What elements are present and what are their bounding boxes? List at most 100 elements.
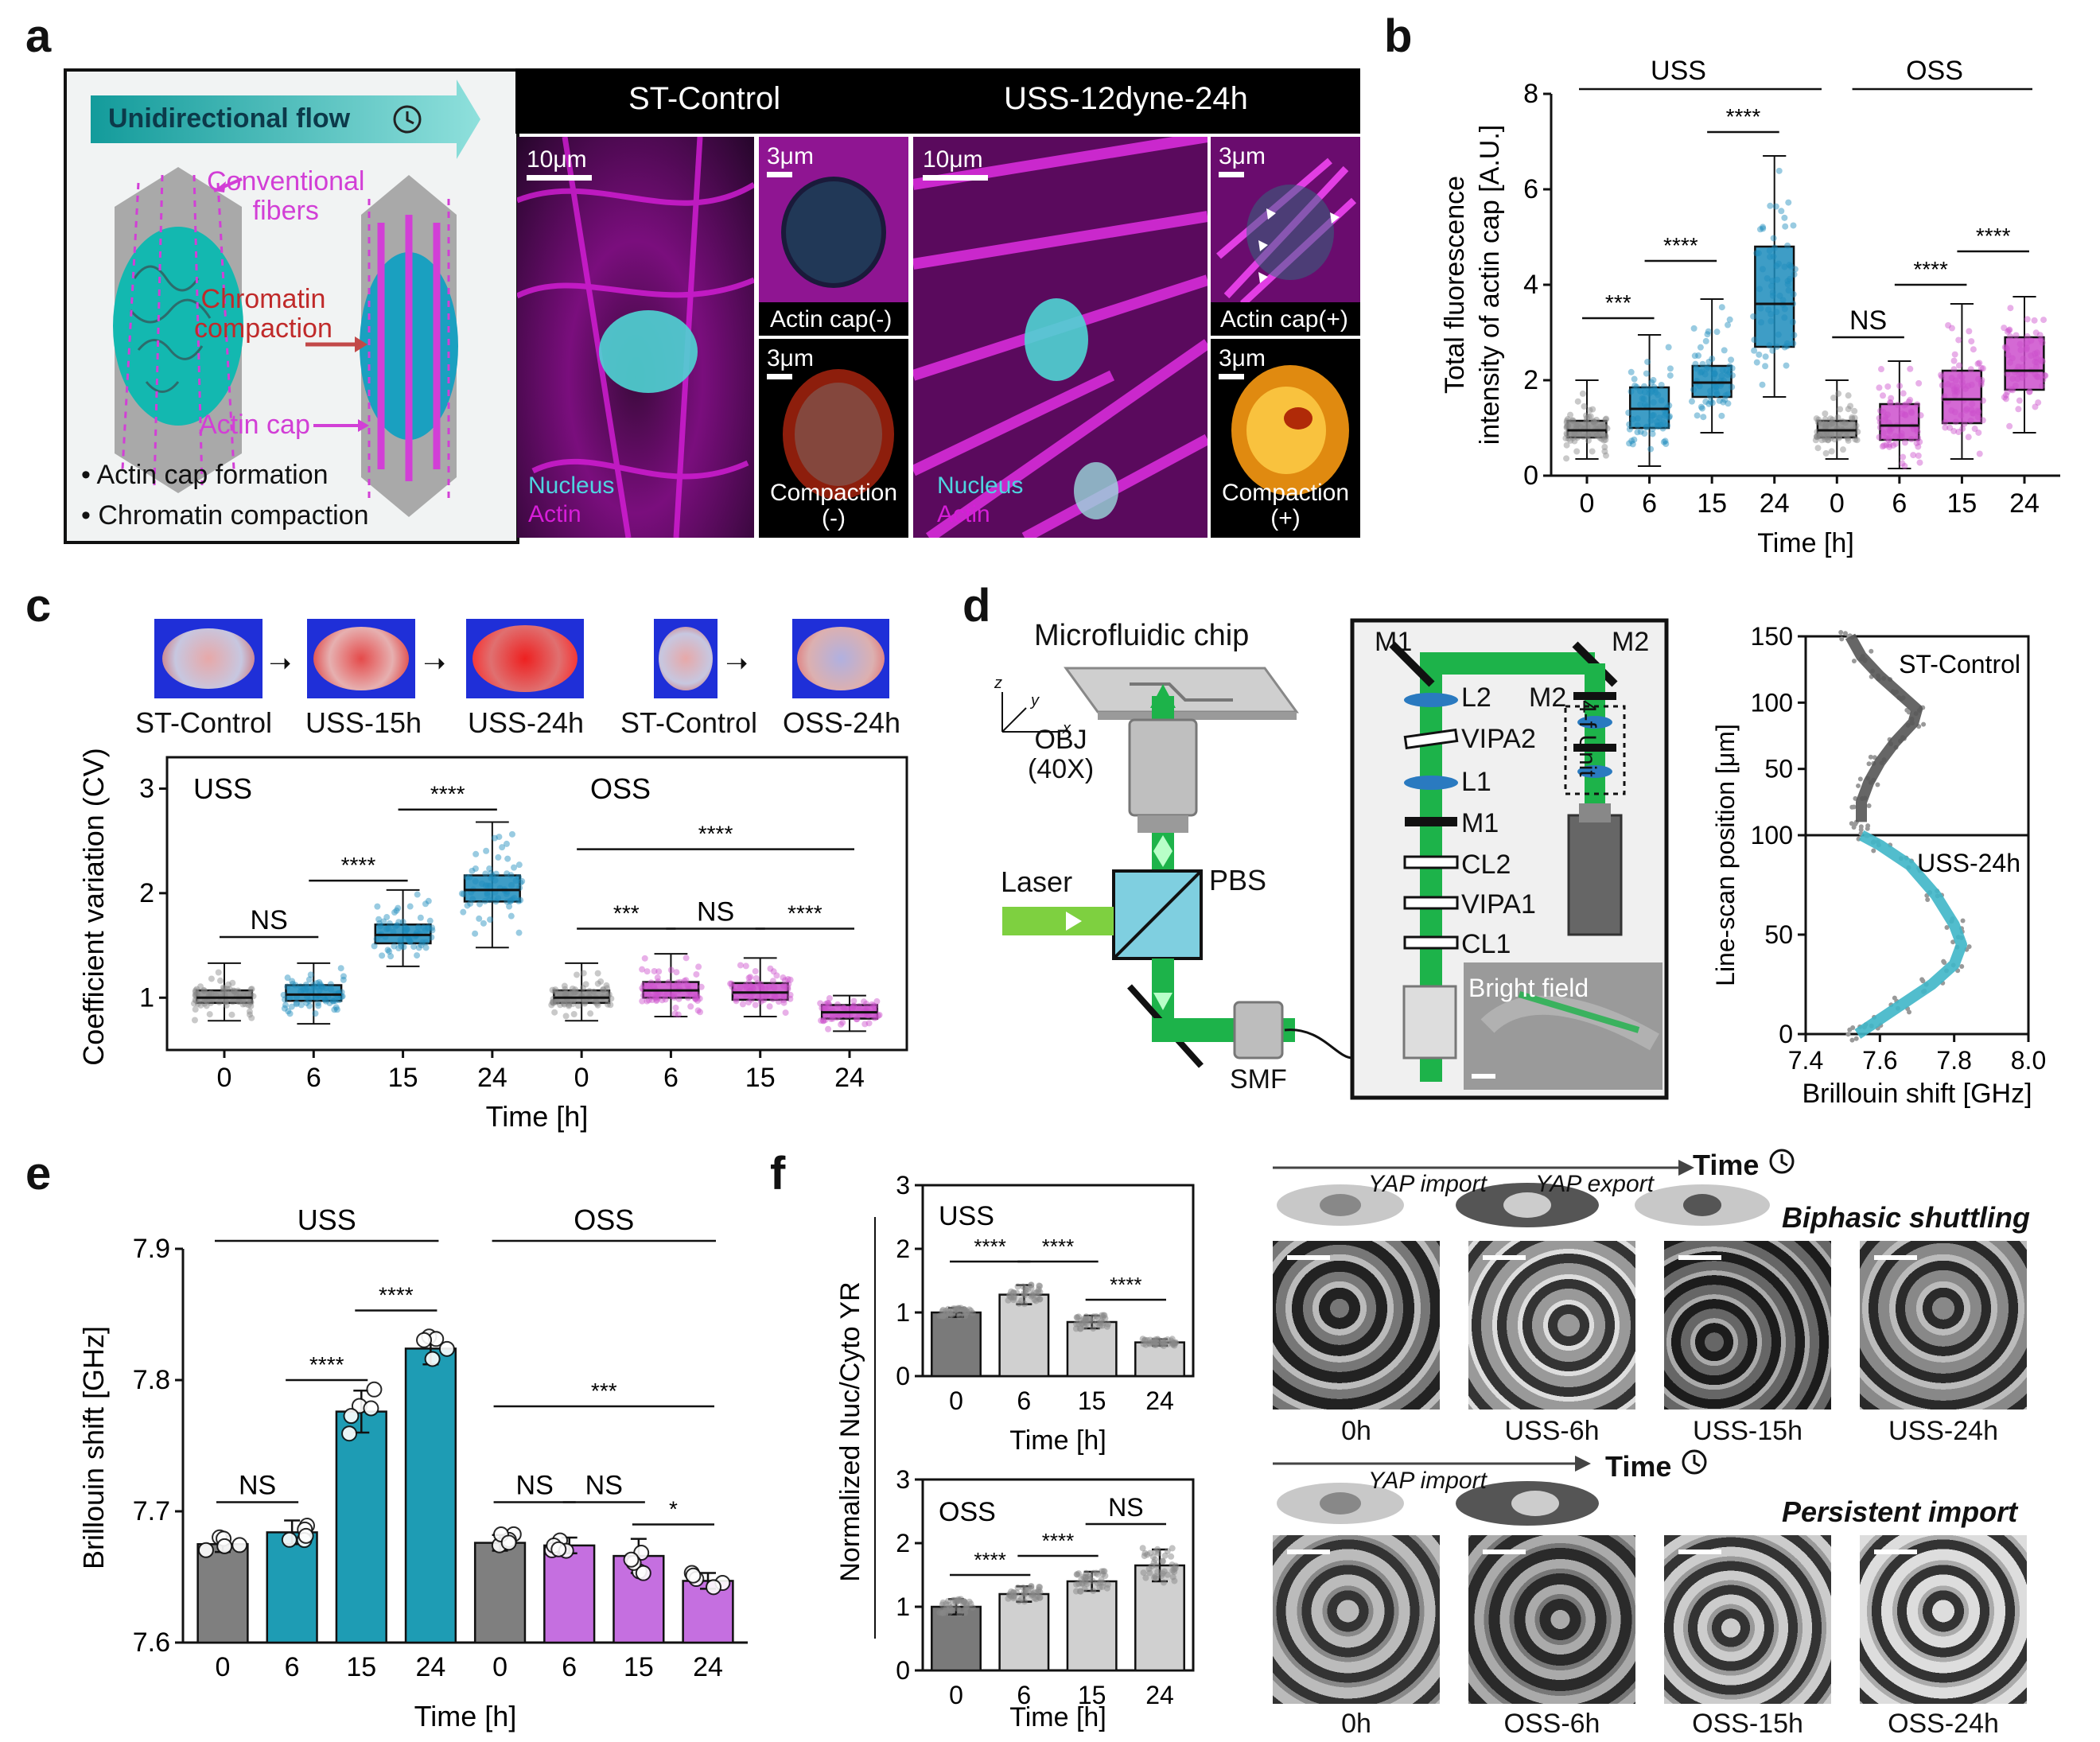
data-point [641, 955, 648, 962]
data-point [508, 912, 515, 920]
data-point [247, 999, 255, 1006]
data-point [1818, 420, 1826, 427]
x-tick-label: 15 [745, 1063, 776, 1093]
data-point [1565, 435, 1572, 442]
data-point [1942, 424, 1949, 431]
significance-label: **** [379, 1283, 414, 1308]
data-point [870, 1002, 877, 1009]
data-point [1938, 371, 1945, 379]
data-point [1646, 386, 1653, 393]
x-tick-label: 24 [1145, 1681, 1174, 1709]
data-point [1839, 446, 1846, 453]
data-point [762, 986, 769, 993]
x-tick-label: 0 [574, 1063, 589, 1093]
data-point [2024, 344, 2031, 352]
data-point [1970, 410, 1977, 417]
data-point [418, 942, 425, 949]
y-tick-label: 7.7 [133, 1496, 170, 1526]
data-point [841, 1005, 848, 1012]
data-point [1822, 421, 1830, 428]
data-point [2016, 371, 2023, 378]
data-point [292, 982, 299, 989]
x-axis-label: Brillouin shift [GHz] [1802, 1079, 2032, 1109]
data-point [1871, 848, 1876, 854]
data-point [1845, 437, 1852, 444]
data-point [1880, 408, 1887, 415]
data-point [341, 1425, 358, 1442]
data-point [488, 874, 495, 881]
data-point [2033, 349, 2040, 356]
data-point [377, 923, 384, 930]
data-point [1103, 1323, 1110, 1330]
scale-bar-label: 3μm [767, 143, 814, 169]
data-point [402, 927, 409, 935]
data-point [415, 944, 422, 951]
data-point [1901, 411, 1908, 418]
x-tick-label: 7.8 [1936, 1046, 1971, 1075]
cell-icon [1456, 1183, 1599, 1227]
yap-image-oss-15h [1664, 1535, 1831, 1704]
data-point [1970, 346, 1977, 353]
x-tick-label: 0 [492, 1652, 508, 1682]
data-point [464, 902, 471, 909]
data-point [694, 1007, 702, 1014]
data-point [206, 1011, 213, 1018]
box [1754, 245, 1795, 348]
data-point [2039, 358, 2046, 365]
yap-import-label: YAP import [1368, 1171, 1487, 1197]
data-point [1647, 445, 1655, 453]
data-point [2038, 336, 2045, 344]
data-point [1141, 1337, 1148, 1344]
label-compaction-neg: Compaction (-) [769, 480, 898, 531]
data-point [1968, 406, 1975, 414]
data-point [1637, 401, 1644, 408]
data-point [1036, 1588, 1044, 1596]
data-point [386, 920, 393, 927]
data-point [1574, 434, 1581, 441]
data-point [653, 997, 660, 1005]
data-point [1707, 387, 1714, 395]
data-point [824, 1000, 831, 1007]
data-point [239, 997, 247, 1005]
data-point [1723, 367, 1730, 374]
data-point [1882, 414, 1889, 421]
data-point [309, 982, 317, 989]
data-point [282, 996, 289, 1003]
data-point [566, 1002, 573, 1009]
data-point [2024, 316, 2031, 323]
data-point [1953, 387, 1960, 394]
data-point [1589, 448, 1596, 455]
data-point [424, 1351, 441, 1367]
data-point [1756, 286, 1764, 293]
chart-f-oss: 0 1 2 3 0 6 15 24 **** **** NS OSS Time [h] [896, 1465, 1195, 1732]
data-point [1631, 375, 1638, 383]
data-point [1705, 328, 1712, 335]
y-axis-label: Total fluorescence intensity of actin cap… [1440, 125, 1505, 445]
data-point [787, 976, 794, 983]
data-point [869, 1001, 876, 1008]
data-point [1169, 1339, 1176, 1346]
data-point [1917, 412, 1924, 419]
data-point [1141, 1553, 1148, 1560]
chart-brillouin-profile: 50 100 150 ST-Control 0 50 100 USS-24h 7.4 7.6 7.8… [1711, 622, 2046, 1109]
data-point [1950, 939, 1956, 945]
data-point [682, 977, 690, 984]
data-point [487, 916, 494, 923]
x-axis-label: Time [h] [1757, 528, 1854, 558]
data-point [1898, 430, 1905, 437]
data-point [1628, 368, 1635, 375]
data-point [549, 986, 556, 993]
data-point [2003, 344, 2010, 352]
data-point [2004, 371, 2011, 378]
data-point [853, 1016, 860, 1023]
panel-label-b: b [1384, 10, 1413, 62]
data-point [2009, 375, 2016, 383]
data-point [2028, 337, 2035, 344]
data-point [2032, 350, 2039, 357]
data-point [1847, 1027, 1853, 1032]
image-label: USS-6h [1504, 1416, 1600, 1446]
data-point [403, 926, 410, 933]
data-point [1771, 244, 1779, 251]
significance-label: **** [1042, 1235, 1074, 1258]
data-point [834, 1001, 842, 1008]
